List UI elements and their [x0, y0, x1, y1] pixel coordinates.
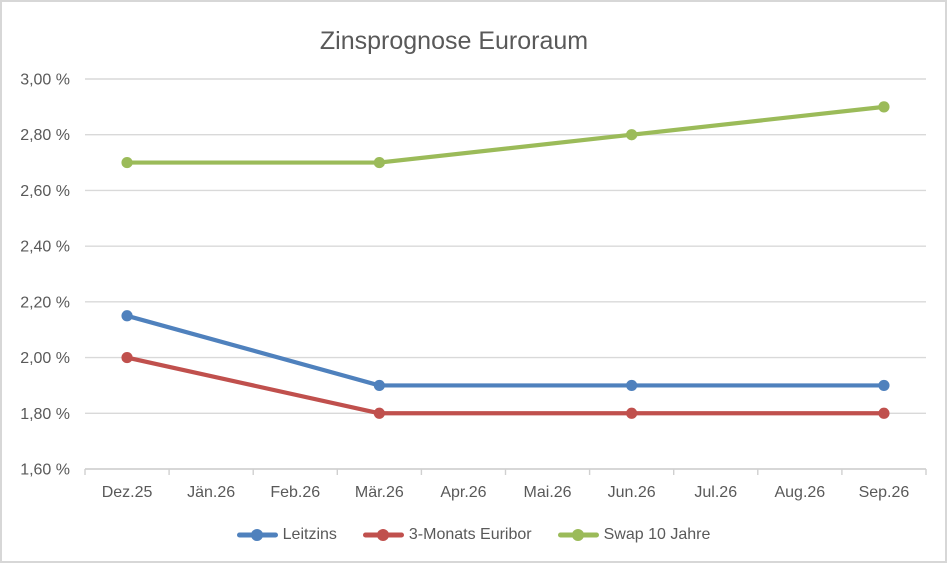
- y-tick-label: 3,00 %: [20, 72, 70, 89]
- data-point-leitzins: [373, 379, 385, 392]
- x-tick-label: Mai.26: [524, 484, 572, 501]
- legend-line-marker-icon: [236, 529, 278, 542]
- y-tick-label: 2,60 %: [20, 183, 70, 200]
- legend-label: Leitzins: [282, 526, 337, 543]
- y-tick-label: 2,00 %: [20, 350, 70, 367]
- legend-item-3-monats-euribor: 3-Monats Euribor: [362, 526, 532, 544]
- legend-label: Swap 10 Jahre: [603, 526, 711, 543]
- series-line-swap-10-jahre: [124, 104, 887, 165]
- legend-label: 3-Monats Euribor: [408, 526, 532, 543]
- x-tick-label: Jun.26: [608, 484, 656, 501]
- legend: Leitzins 3-Monats Euribor Swap 10 Jahre: [2, 522, 945, 548]
- series-line-3-monats-euribor: [124, 355, 887, 416]
- data-point-swap-10-jahre: [878, 101, 890, 113]
- y-tick-label: 1,80 %: [20, 406, 70, 423]
- legend-item-swap-10-jahre: Swap 10 Jahre: [557, 526, 711, 544]
- series-line-leitzins: [124, 313, 887, 388]
- data-point-3-monats-euribor: [373, 407, 385, 419]
- x-tick-label: Mär.26: [355, 484, 404, 501]
- data-point-leitzins: [878, 379, 890, 392]
- y-tick-label: 2,80 %: [20, 127, 70, 144]
- data-point-swap-10-jahre: [373, 156, 385, 169]
- x-tick-label: Feb.26: [270, 484, 320, 501]
- data-point-leitzins: [626, 379, 638, 392]
- y-tick-label: 2,20 %: [20, 294, 70, 311]
- legend-line-marker-icon: [362, 529, 404, 542]
- x-tick-label: Aug.26: [774, 484, 825, 501]
- data-point-3-monats-euribor: [878, 407, 890, 419]
- data-point-swap-10-jahre: [626, 129, 638, 141]
- data-point-3-monats-euribor: [121, 351, 133, 364]
- legend-line-marker-icon: [557, 529, 599, 542]
- y-tick-label: 2,40 %: [20, 239, 70, 256]
- data-point-swap-10-jahre: [121, 156, 133, 169]
- data-point-3-monats-euribor: [626, 407, 638, 419]
- data-point-leitzins: [121, 310, 133, 322]
- x-tick-label: Apr.26: [440, 484, 486, 501]
- chart-title: Zinsprognose Euroraum: [319, 27, 589, 55]
- x-tick-label: Dez.25: [102, 484, 153, 501]
- x-tick-label: Jul.26: [694, 484, 737, 501]
- legend-item-leitzins: Leitzins: [236, 526, 337, 544]
- x-tick-label: Jän.26: [187, 484, 235, 501]
- x-tick-label: Sep.26: [859, 484, 910, 501]
- y-tick-label: 1,60 %: [20, 462, 70, 479]
